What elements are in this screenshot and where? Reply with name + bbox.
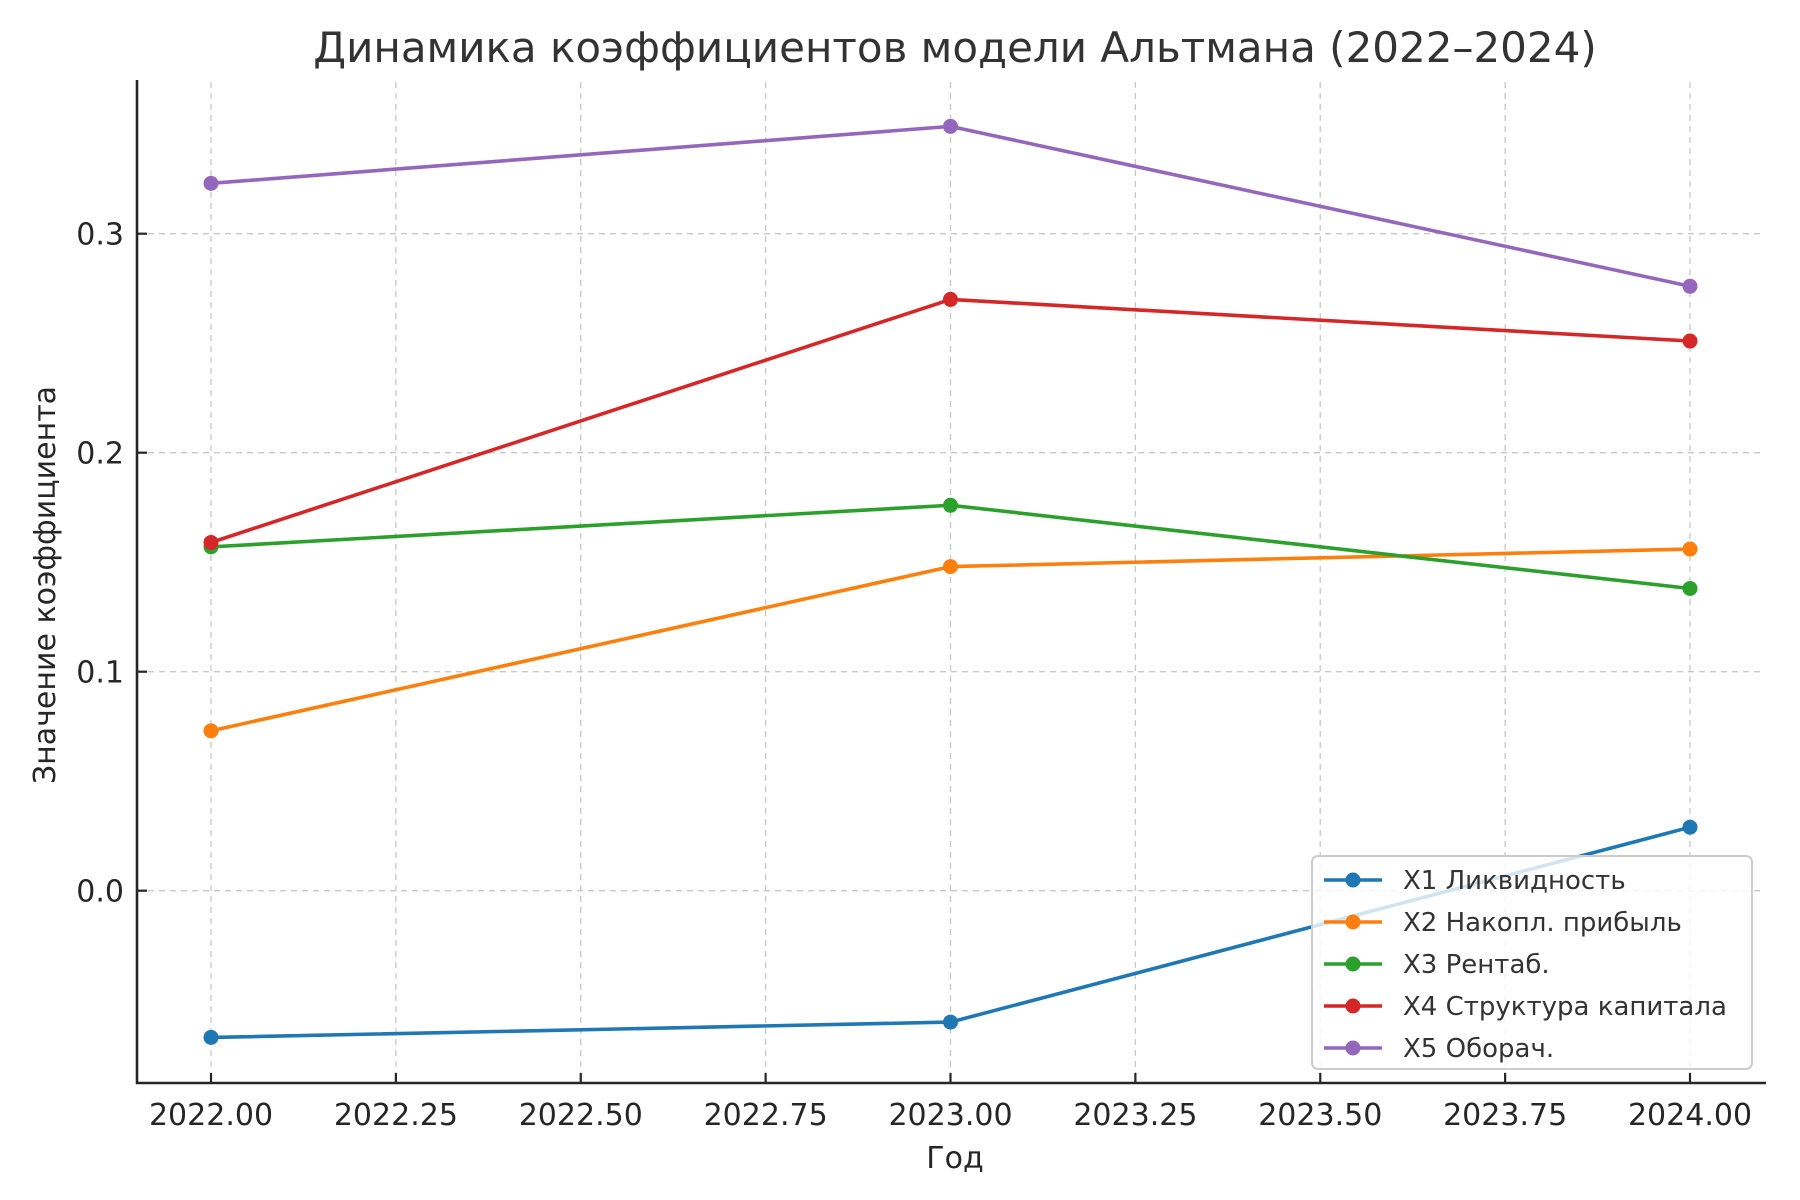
data-point — [203, 175, 219, 191]
y-tick-label: 0.3 — [76, 218, 124, 253]
series-4 — [203, 291, 1698, 550]
series-lines — [203, 118, 1698, 1045]
data-point — [1682, 541, 1698, 557]
x-tick-label: 2024.00 — [1628, 1098, 1752, 1133]
data-point — [943, 118, 958, 134]
y-tick-label: 0.2 — [76, 437, 124, 472]
series-5 — [203, 118, 1698, 294]
y-axis-ticks: 0.0 0.1 0.2 0.3 — [76, 218, 147, 910]
legend-frame — [1311, 855, 1753, 1070]
data-point — [943, 1014, 958, 1030]
x-axis-label: Год — [926, 1141, 983, 1176]
x-tick-label: 2022.25 — [334, 1098, 458, 1133]
y-tick-label: 0.0 — [76, 875, 124, 910]
x-tick-label: 2023.75 — [1443, 1098, 1567, 1133]
data-point — [203, 1029, 219, 1045]
data-point — [203, 534, 219, 550]
legend-marker — [1345, 914, 1361, 930]
y-tick-label: 0.1 — [76, 656, 124, 691]
y-axis-label: Значение коэффициента — [28, 386, 63, 784]
legend-label: X5 Оборач. — [1403, 1034, 1554, 1064]
legend-label: X2 Накопл. прибыль — [1403, 908, 1682, 938]
x-axis-ticks: 2022.00 2022.25 2022.50 2022.75 2023.00 2023.… — [149, 1073, 1752, 1133]
series-2 — [203, 541, 1698, 739]
legend-label: X1 Ликвидность — [1403, 866, 1626, 896]
data-point — [943, 291, 958, 307]
legend-marker — [1345, 956, 1361, 972]
legend: X1 Ликвидность X2 Накопл. прибыль X3 Рента… — [1311, 855, 1753, 1070]
legend-label: X3 Рентаб. — [1403, 950, 1550, 980]
x-tick-label: 2022.75 — [704, 1098, 828, 1133]
data-point — [1682, 278, 1698, 294]
legend-item: X2 Накопл. прибыль — [1324, 908, 1682, 938]
x-tick-label: 2022.00 — [149, 1098, 273, 1133]
data-point — [943, 497, 958, 513]
data-point — [943, 559, 958, 575]
legend-item: X3 Рентаб. — [1324, 950, 1550, 980]
data-point — [1682, 819, 1698, 835]
x-tick-label: 2023.50 — [1258, 1098, 1382, 1133]
legend-marker — [1345, 872, 1361, 888]
chart-title: Динамика коэффициентов модели Альтмана (… — [313, 23, 1596, 72]
x-tick-label: 2022.50 — [519, 1098, 643, 1133]
data-point — [1682, 580, 1698, 596]
legend-marker — [1345, 1040, 1361, 1056]
legend-item: X5 Оборач. — [1324, 1034, 1554, 1064]
legend-item: X1 Ликвидность — [1324, 866, 1626, 896]
data-point — [203, 723, 219, 739]
legend-marker — [1345, 998, 1361, 1014]
legend-item: X4 Структура капитала — [1324, 992, 1727, 1022]
x-tick-label: 2023.25 — [1073, 1098, 1197, 1133]
legend-label: X4 Структура капитала — [1403, 992, 1727, 1022]
data-point — [1682, 333, 1698, 349]
x-tick-label: 2023.00 — [888, 1098, 1012, 1133]
